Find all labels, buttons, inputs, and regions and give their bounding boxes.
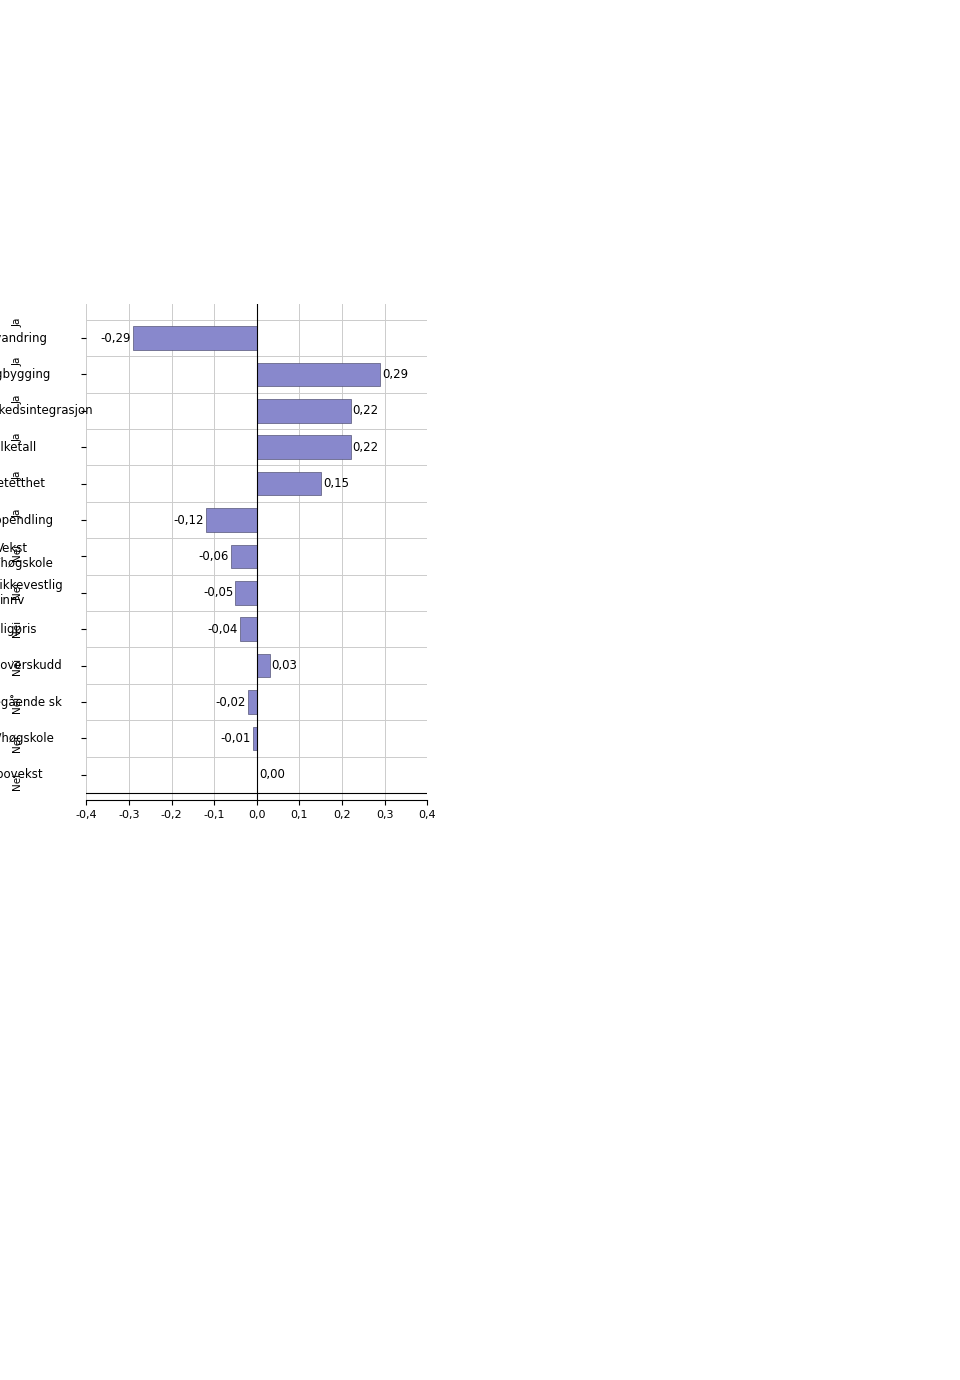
Bar xyxy=(205,508,256,531)
Bar xyxy=(256,654,270,678)
Bar xyxy=(256,399,350,422)
Text: -0,04: -0,04 xyxy=(207,622,238,636)
Text: Nei: Nei xyxy=(12,544,22,560)
Bar xyxy=(252,727,256,751)
Text: Nei: Nei xyxy=(12,658,22,675)
Text: -0,12: -0,12 xyxy=(173,513,204,527)
Bar xyxy=(256,436,350,460)
Text: 0,03: 0,03 xyxy=(272,660,298,672)
Text: Ja: Ja xyxy=(12,433,22,442)
Text: Ja: Ja xyxy=(12,317,22,327)
Bar xyxy=(231,545,256,569)
Bar xyxy=(249,690,256,713)
Text: Ja: Ja xyxy=(12,471,22,480)
Text: -0,06: -0,06 xyxy=(199,551,229,563)
Bar xyxy=(235,581,256,604)
Text: Nei: Nei xyxy=(12,734,22,752)
Text: Nei: Nei xyxy=(12,697,22,713)
Text: Nei: Nei xyxy=(12,620,22,638)
Text: 0,22: 0,22 xyxy=(352,440,379,454)
Text: 0,15: 0,15 xyxy=(323,477,348,490)
Text: 0,29: 0,29 xyxy=(382,368,409,381)
Text: Ja: Ja xyxy=(12,356,22,366)
Text: -0,29: -0,29 xyxy=(101,331,132,345)
Text: 0,00: 0,00 xyxy=(259,769,285,781)
Text: Ja: Ja xyxy=(12,395,22,404)
Bar xyxy=(256,363,380,386)
Text: -0,01: -0,01 xyxy=(220,731,251,745)
Text: 0,22: 0,22 xyxy=(352,404,379,417)
Text: -0,02: -0,02 xyxy=(216,696,246,708)
Text: Nei: Nei xyxy=(12,581,22,599)
Bar xyxy=(240,617,256,642)
Bar xyxy=(133,326,256,351)
Text: -0,05: -0,05 xyxy=(204,586,233,599)
Text: Nei: Nei xyxy=(12,773,22,789)
Bar xyxy=(256,472,321,495)
Text: Ja: Ja xyxy=(12,509,22,519)
Bar xyxy=(256,771,258,778)
